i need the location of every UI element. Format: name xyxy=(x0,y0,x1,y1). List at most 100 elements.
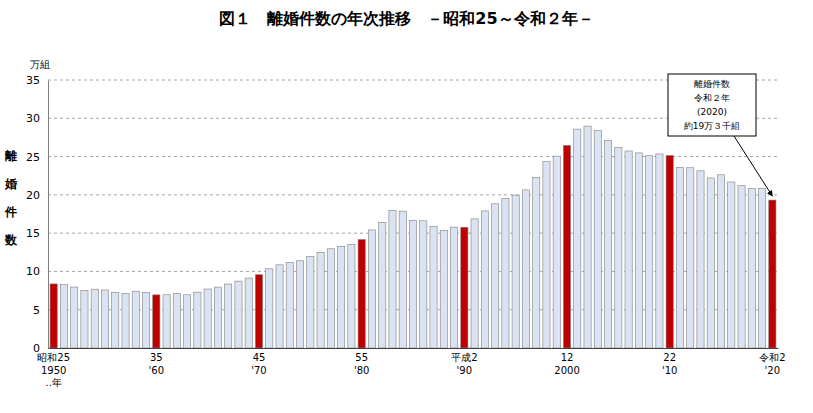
y-tick: 25 xyxy=(26,151,48,164)
bar xyxy=(399,211,406,348)
bar xyxy=(553,156,560,348)
bar xyxy=(112,292,119,348)
annotation-arrow xyxy=(734,136,772,196)
bar xyxy=(214,287,221,348)
bar xyxy=(666,155,673,348)
x-tick: 平成2'90 xyxy=(451,348,477,376)
bar xyxy=(635,153,642,348)
bar xyxy=(286,263,293,348)
bar xyxy=(574,129,581,348)
bar xyxy=(502,198,509,348)
x-axis-line xyxy=(49,348,779,349)
x-tick: 令和2'20 xyxy=(759,348,785,376)
annotation-text: 約19万３千組 xyxy=(684,121,740,131)
y-axis-line xyxy=(48,81,49,349)
bar xyxy=(307,256,314,348)
bar xyxy=(142,292,149,348)
x-tick: 昭和251950‥年 xyxy=(37,348,70,388)
bar xyxy=(738,186,745,348)
bar xyxy=(71,287,78,348)
title: 図１ 離婚件数の年次推移 －昭和25～令和２年－ xyxy=(219,9,593,28)
annotation-text: 令和２年 xyxy=(694,93,730,103)
bar xyxy=(450,227,457,348)
bar xyxy=(676,168,683,348)
y-tick-label: 5 xyxy=(33,304,40,317)
bar xyxy=(594,131,601,348)
annotation-box xyxy=(668,74,756,136)
bar xyxy=(122,293,129,348)
bar xyxy=(707,178,714,348)
bar xyxy=(235,281,242,348)
x-tick-label: 平成2'90 xyxy=(451,352,477,376)
bar xyxy=(91,289,98,348)
bar xyxy=(461,227,468,348)
x-tick: 45'70 xyxy=(251,348,266,376)
annotation: 離婚件数令和２年(2020)約19万３千組 xyxy=(668,74,772,196)
bar xyxy=(697,171,704,348)
bar xyxy=(132,291,139,348)
x-tick: 55'80 xyxy=(354,348,369,376)
bar xyxy=(60,285,67,348)
x-tick-label: 昭和251950‥年 xyxy=(37,352,70,388)
bar xyxy=(338,246,345,348)
bar xyxy=(368,230,375,348)
bar xyxy=(717,175,724,348)
bar xyxy=(646,156,653,348)
y-tick-label: 15 xyxy=(26,227,40,240)
bar xyxy=(604,141,611,348)
bar xyxy=(522,190,529,348)
x-tick-label: 22'10 xyxy=(662,352,677,376)
y-tick: 35 xyxy=(26,74,48,87)
x-tick-label: 55'80 xyxy=(354,352,369,376)
x-tick-label: 令和2'20 xyxy=(759,352,785,376)
y-tick: 20 xyxy=(26,189,48,202)
bar xyxy=(748,189,755,348)
bar xyxy=(379,222,386,348)
bar xyxy=(769,200,776,348)
bar xyxy=(758,188,765,348)
y-unit: 万組 xyxy=(30,59,50,70)
y-tick: 10 xyxy=(26,265,48,278)
y-tick-label: 25 xyxy=(26,151,40,164)
bar xyxy=(409,220,416,348)
bar xyxy=(153,295,160,348)
annotation-text: 離婚件数 xyxy=(694,79,730,89)
y-tick-label: 10 xyxy=(26,265,40,278)
bar xyxy=(348,244,355,348)
bar xyxy=(50,284,57,348)
bar xyxy=(225,284,232,348)
bar xyxy=(492,204,499,348)
bar xyxy=(81,291,88,348)
x-tick-label: 45'70 xyxy=(251,352,266,376)
bar xyxy=(266,269,273,348)
bar xyxy=(687,168,694,348)
bar xyxy=(471,219,478,348)
y-tick: 15 xyxy=(26,227,48,240)
chart: 図１ 離婚件数の年次推移 －昭和25～令和２年－05101520253035昭和… xyxy=(0,0,813,413)
bar xyxy=(327,249,334,348)
bar xyxy=(440,230,447,348)
y-axis-title: 離婚件数 xyxy=(4,149,18,247)
bar xyxy=(543,162,550,348)
bar xyxy=(245,278,252,348)
bar xyxy=(420,221,427,348)
x-tick-label: 122000 xyxy=(554,352,579,376)
bar xyxy=(430,226,437,348)
x-tick: 122000 xyxy=(554,348,579,376)
x-tick: 22'10 xyxy=(662,348,677,376)
bar xyxy=(481,211,488,348)
bar xyxy=(389,211,396,348)
bar xyxy=(255,275,262,348)
bar xyxy=(584,126,591,348)
bar xyxy=(317,252,324,348)
bar xyxy=(563,145,570,348)
bar xyxy=(204,289,211,348)
bar xyxy=(173,293,180,348)
y-tick: 5 xyxy=(33,304,48,317)
bar xyxy=(163,295,170,348)
x-tick: 35'60 xyxy=(149,348,164,376)
bar xyxy=(194,292,201,348)
y-axis: 05101520253035 xyxy=(26,74,49,355)
bar xyxy=(101,290,108,348)
y-tick-label: 20 xyxy=(26,189,40,202)
